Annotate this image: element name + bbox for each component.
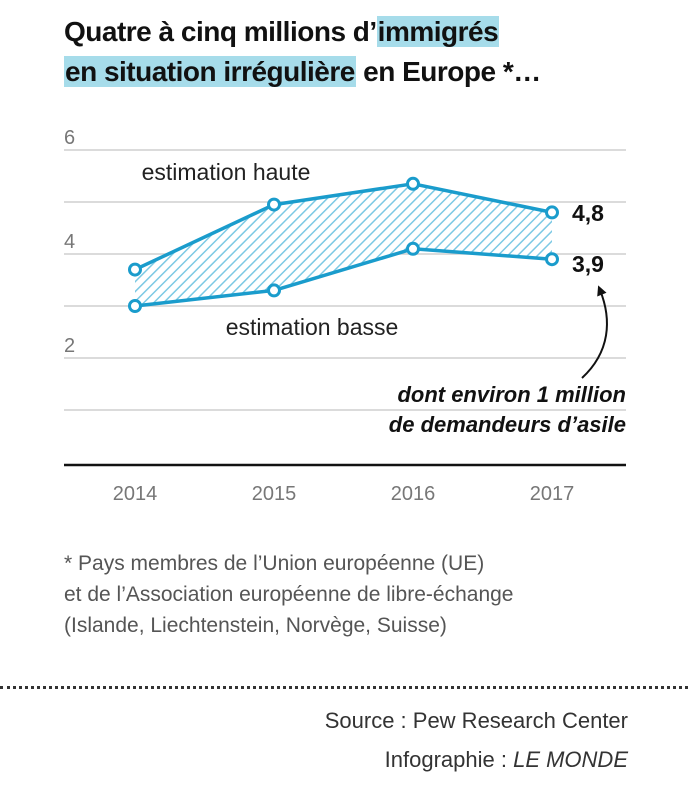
x-axis-ticks: 2014 2015 2016 2017 xyxy=(113,483,575,505)
data-point-high xyxy=(406,176,420,191)
data-point-high xyxy=(128,262,142,277)
publisher-name: LE MONDE xyxy=(513,747,628,772)
x-tick-label: 2016 xyxy=(391,483,436,505)
credit-prefix: Infographie : xyxy=(384,747,514,772)
x-tick-label: 2017 xyxy=(530,483,575,505)
credit-line: Infographie : LE MONDE xyxy=(385,747,628,773)
x-tick-label: 2015 xyxy=(252,483,297,505)
title-part-1: Quatre à cinq millions d’ xyxy=(64,16,377,47)
data-point-high xyxy=(545,205,559,220)
data-point-low xyxy=(406,241,420,256)
title-part-2: en Europe *… xyxy=(355,56,541,87)
value-label-low: 3,9 xyxy=(572,251,604,277)
series-line-high xyxy=(134,182,553,272)
annotation-line-1: dont environ 1 million xyxy=(397,382,626,407)
y-tick-label: 4 xyxy=(64,231,75,253)
data-point-low xyxy=(128,299,142,313)
footnote-line-3: (Islande, Liechtenstein, Norvège, Suisse… xyxy=(64,614,447,637)
series-label-low: estimation basse xyxy=(226,314,399,340)
title-highlight-1: immigrés xyxy=(376,16,500,47)
footnote: * Pays membres de l’Union européenne (UE… xyxy=(64,548,664,641)
estimate-band xyxy=(135,183,552,306)
footnote-line-1: * Pays membres de l’Union européenne (UE… xyxy=(64,552,485,575)
x-tick-label: 2014 xyxy=(113,483,158,505)
source-text: Source : Pew Research Center xyxy=(324,708,628,733)
annotation-line-2: de demandeurs d’asile xyxy=(389,412,626,437)
value-label-high: 4,8 xyxy=(572,200,604,226)
data-point-low xyxy=(545,252,559,267)
footnote-line-2: et de l’Association européenne de libre-… xyxy=(64,583,514,606)
y-tick-label: 6 xyxy=(64,127,75,149)
chart-title: Quatre à cinq millions d’immigrés en situ… xyxy=(64,12,664,92)
data-point-low xyxy=(267,283,281,298)
y-tick-label: 2 xyxy=(64,335,75,357)
y-axis-ticks: 2 4 6 xyxy=(64,127,75,357)
series-label-high: estimation haute xyxy=(142,159,311,185)
title-highlight-2: en situation irrégulière xyxy=(64,56,356,87)
series-line-low xyxy=(134,247,553,308)
annotation-arrow xyxy=(581,285,608,379)
data-points xyxy=(128,176,559,313)
area-chart: 2 4 6 2014 2015 2016 2017 estimation haute es… xyxy=(64,127,626,505)
dotted-divider xyxy=(0,686,688,689)
data-point-high xyxy=(267,197,281,212)
